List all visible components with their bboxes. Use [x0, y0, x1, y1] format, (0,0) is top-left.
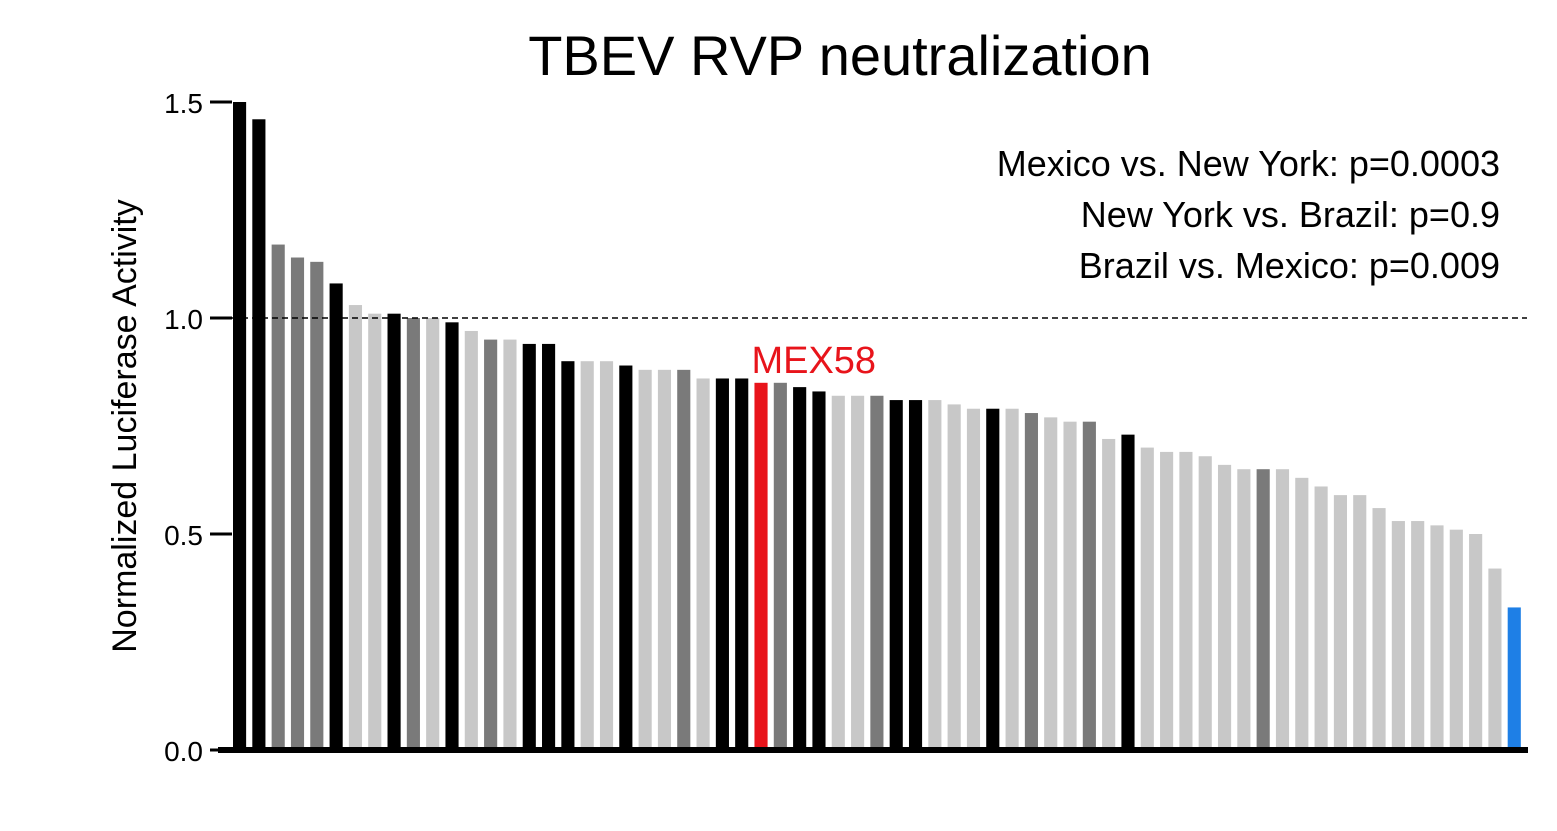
bar	[1333, 495, 1347, 750]
y-axis-label: Normalized Luciferase Activity	[106, 199, 144, 653]
bar	[445, 322, 459, 750]
bar	[1295, 477, 1309, 750]
bar	[348, 305, 363, 750]
bars	[233, 102, 1521, 750]
y-tick-label: 0.5	[164, 520, 203, 551]
bar	[1160, 451, 1174, 750]
bar	[793, 387, 807, 750]
y-tick-label: 1.5	[164, 88, 203, 119]
bar	[1275, 469, 1290, 750]
bar	[1372, 508, 1386, 750]
bar	[1121, 434, 1135, 750]
bar	[657, 369, 672, 750]
bar	[1140, 447, 1154, 750]
bar	[966, 408, 981, 750]
bar	[735, 378, 749, 750]
bar	[1063, 421, 1077, 750]
bar	[329, 283, 343, 750]
bar	[542, 343, 556, 750]
bar	[754, 382, 768, 750]
bar	[986, 408, 1000, 750]
bar	[1082, 421, 1096, 750]
bar	[715, 378, 729, 750]
highlight-label: MEX58	[751, 340, 876, 382]
bar	[1005, 408, 1019, 750]
bar	[387, 313, 401, 750]
chart-title: TBEV RVP neutralization	[528, 24, 1152, 87]
bar	[484, 339, 498, 750]
bar	[464, 330, 478, 750]
bar	[580, 361, 594, 750]
stat-line: Brazil vs. Mexico: p=0.009	[1079, 245, 1500, 286]
bar	[1430, 525, 1444, 750]
bar	[1353, 495, 1367, 750]
bar	[908, 400, 923, 750]
bar	[252, 119, 266, 750]
y-ticks: 0.0 0.5 1.0 1.5	[164, 88, 232, 767]
bar	[889, 400, 903, 750]
bar	[1449, 529, 1463, 750]
bar	[1102, 438, 1116, 750]
bar	[290, 257, 305, 750]
bar	[1179, 451, 1193, 750]
bar	[522, 343, 536, 750]
stat-line: Mexico vs. New York: p=0.0003	[997, 143, 1500, 184]
bar	[1488, 568, 1502, 750]
bar	[851, 395, 865, 750]
bar	[368, 313, 382, 750]
bar	[870, 395, 884, 750]
bar	[271, 244, 285, 750]
bar	[812, 391, 826, 750]
bar	[561, 361, 575, 750]
bar	[1469, 534, 1483, 750]
bar	[1024, 413, 1038, 750]
bar	[619, 365, 633, 750]
y-tick-label: 0.0	[164, 736, 203, 767]
bar	[696, 378, 710, 750]
bar	[406, 318, 420, 750]
bar	[233, 102, 247, 750]
bar	[638, 369, 652, 750]
stat-line: New York vs. Brazil: p=0.9	[1081, 194, 1500, 235]
bar	[1507, 607, 1521, 750]
bar	[1411, 521, 1425, 750]
bar	[928, 400, 942, 750]
bar	[947, 404, 961, 750]
stats-annotations: Mexico vs. New York: p=0.0003 New York v…	[997, 143, 1500, 286]
bar	[503, 339, 517, 750]
bar	[426, 318, 440, 750]
bar	[1391, 521, 1405, 750]
bar	[1256, 469, 1270, 750]
bar	[1198, 456, 1212, 750]
bar	[831, 395, 845, 750]
bar	[1314, 486, 1328, 750]
bar	[310, 261, 324, 750]
bar	[599, 361, 614, 750]
bar	[677, 369, 691, 750]
bar	[1237, 469, 1251, 750]
bar	[1217, 464, 1232, 750]
bar	[773, 382, 787, 750]
y-tick-label: 1.0	[164, 304, 203, 335]
bar	[1044, 417, 1058, 750]
